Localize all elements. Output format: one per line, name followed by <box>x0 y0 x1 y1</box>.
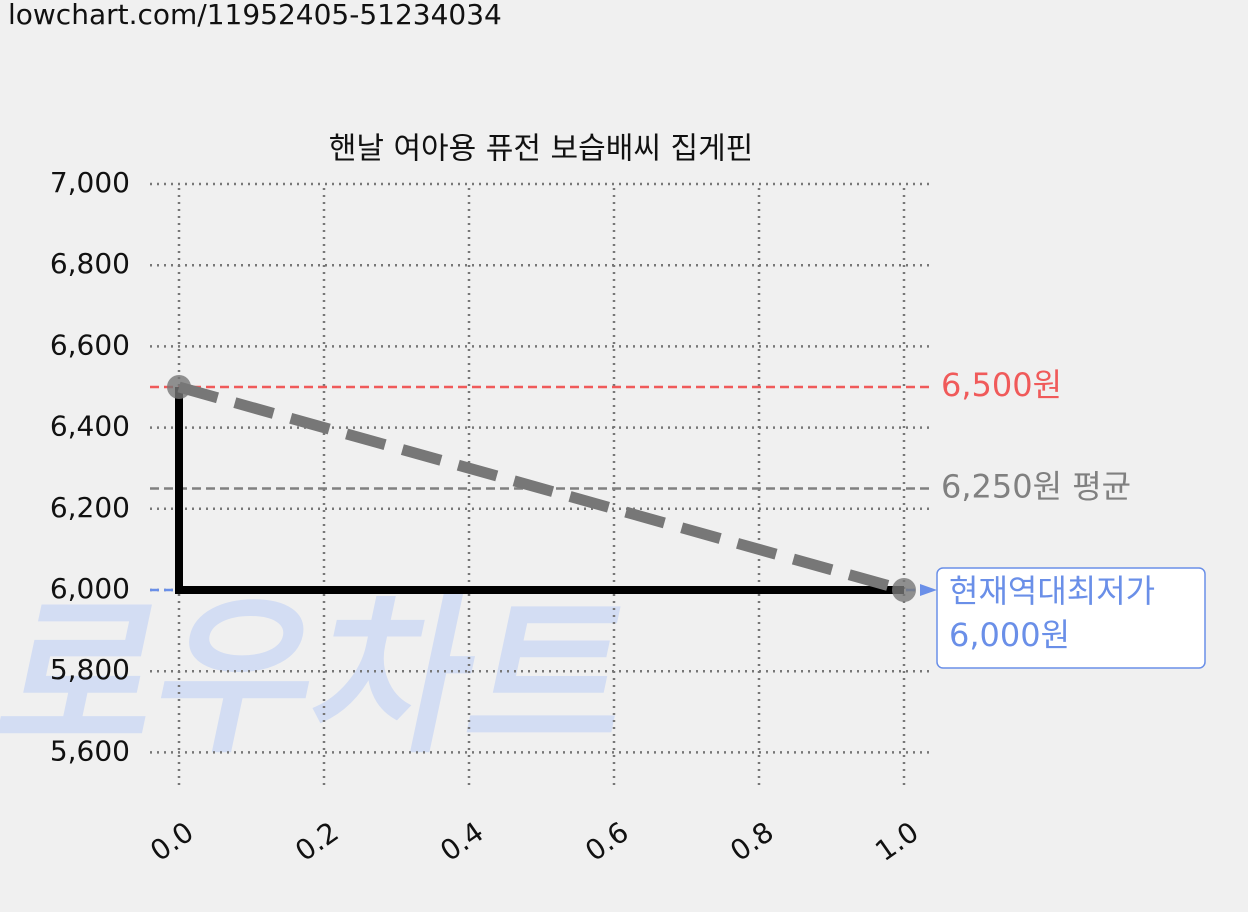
trend-line <box>177 381 906 596</box>
reference-label: 6,500원 <box>941 366 1062 404</box>
annotation-label: 6,000원 <box>949 616 1070 654</box>
reference-label: 6,250원 평균 <box>941 468 1131 506</box>
y-tick-label: 5,600 <box>50 734 130 767</box>
marker <box>892 578 916 602</box>
y-tick-label: 6,000 <box>50 572 130 605</box>
y-tick-label: 6,600 <box>50 328 130 361</box>
chart-title: 핸날 여아용 퓨전 보습배씨 집게핀 <box>329 132 754 167</box>
watermark: 로우차트 <box>0 578 650 777</box>
y-tick-label: 6,800 <box>50 247 130 280</box>
annotation-box <box>936 567 1206 669</box>
y-tick-label: 6,200 <box>50 491 130 524</box>
marker <box>167 375 191 399</box>
source-url: lowchart.com/11952405-51234034 <box>8 0 502 31</box>
y-tick-label: 6,400 <box>50 410 130 443</box>
price-line <box>175 387 904 594</box>
annotation-arrow <box>920 584 937 596</box>
annotation-label: 현재역대최저가 <box>949 572 1155 610</box>
y-tick-label: 5,800 <box>50 653 130 686</box>
y-tick-label: 7,000 <box>50 166 130 199</box>
